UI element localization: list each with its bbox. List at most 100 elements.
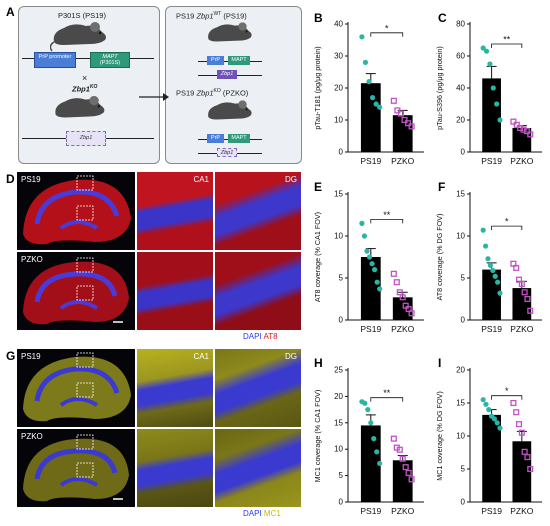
x-tick-label: PZKO xyxy=(391,324,415,334)
row-label-pzko: PZKO xyxy=(21,255,43,264)
y-tick-label: 15 xyxy=(334,190,343,199)
data-point-ps19 xyxy=(369,95,376,101)
significance-label: ** xyxy=(383,210,391,220)
x-tick-label: PZKO xyxy=(510,324,534,334)
chart-e-at8-ca1: AT8 coverage (% CA1 FOV) 0 5 10 15 PS19 PZKO ** xyxy=(313,190,424,334)
significance-label: * xyxy=(385,23,389,33)
micrograph-d-pzko-ca1 xyxy=(137,252,213,330)
micrograph-d-pzko-overview: PZKO xyxy=(17,252,135,330)
x-tick-label: PZKO xyxy=(391,156,415,166)
mouse-icon xyxy=(208,22,252,42)
y-tick-label: 10 xyxy=(456,232,465,241)
micrograph-g-ps19-ca1: CA1 xyxy=(137,349,213,427)
x-tick-label: PZKO xyxy=(510,506,534,516)
y-tick-label: 80 xyxy=(456,20,465,29)
mapt-box: MAPT xyxy=(228,56,250,65)
micrograph-g-ps19-overview: PS19 xyxy=(17,349,135,427)
panel-label-a: A xyxy=(6,5,15,19)
data-point-pzko xyxy=(513,264,520,271)
panel-label-h: H xyxy=(314,356,323,370)
y-tick-label: 5 xyxy=(461,274,466,283)
y-tick-label: 20 xyxy=(334,84,343,93)
y-tick-label: 40 xyxy=(456,84,465,93)
data-point-pzko xyxy=(520,126,527,133)
x-tick-label: PZKO xyxy=(391,506,415,516)
data-point-pzko xyxy=(390,270,397,277)
zbp1-ko-label: Zbp1KO xyxy=(72,84,98,94)
data-point-ps19 xyxy=(497,290,503,296)
micrograph-d-ps19-overview: PS19 xyxy=(17,172,135,250)
data-point-pzko xyxy=(405,469,412,477)
x-tick-label: PS19 xyxy=(481,506,502,516)
significance-bracket xyxy=(370,32,404,37)
panel-label-e: E xyxy=(314,180,323,194)
y-tick-label: 10 xyxy=(334,445,343,454)
chart-h-mc1-ca1: MC1 coverage (% CA1 FOV) 0 5 10 15 20 25 PS19 PZ… xyxy=(313,366,424,516)
y-tick-label: 15 xyxy=(334,418,343,427)
data-point-ps19 xyxy=(361,233,368,239)
micrograph-g-ps19-dg: DG xyxy=(215,349,301,427)
prp-promoter-box: PrP promoter xyxy=(34,52,76,68)
y-tick-label: 10 xyxy=(334,232,343,241)
data-point-ps19 xyxy=(372,267,378,273)
data-point-pzko xyxy=(396,446,403,453)
col-label-dg: DG xyxy=(285,352,297,361)
y-tick-label: 0 xyxy=(461,148,466,157)
data-point-pzko xyxy=(527,131,534,138)
bar-pzko xyxy=(512,441,532,502)
data-point-ps19 xyxy=(485,256,491,262)
data-point-pzko xyxy=(513,409,520,416)
y-tick-label: 5 xyxy=(339,274,344,283)
x-tick-label: PS19 xyxy=(360,156,381,166)
data-point-pzko xyxy=(399,294,406,301)
chart-i-mc1-dg: MC1 coverage (% DG FOV) 0 5 10 15 20 PS19 PZKO * xyxy=(435,366,542,516)
y-axis-label: AT8 coverage (% CA1 FOV) xyxy=(313,212,322,302)
significance-bracket xyxy=(491,395,523,400)
micrograph-d-pzko-dg xyxy=(215,252,301,330)
cross-sign: × xyxy=(82,73,88,83)
significance-bracket xyxy=(491,225,523,231)
data-point-ps19 xyxy=(480,397,486,403)
y-tick-label: 60 xyxy=(456,52,465,61)
data-point-ps19 xyxy=(377,460,383,467)
data-point-pzko xyxy=(510,118,517,125)
zbp1-deleted-box: Zbp1 xyxy=(217,148,237,157)
bar-ps19 xyxy=(360,83,381,152)
micrograph-g-pzko-ca1 xyxy=(137,429,213,507)
significance-bracket xyxy=(491,43,523,48)
data-point-pzko xyxy=(510,399,517,407)
data-point-pzko xyxy=(513,121,520,128)
data-point-pzko xyxy=(518,280,525,287)
zbp1-deleted-box: Zbp1 xyxy=(66,131,106,146)
data-point-ps19 xyxy=(497,425,503,431)
prp-box: PrP xyxy=(207,134,224,143)
data-point-ps19 xyxy=(371,436,377,442)
y-tick-label: 25 xyxy=(334,366,343,375)
col-label-dg: DG xyxy=(285,175,297,184)
y-tick-label: 0 xyxy=(339,148,344,157)
y-axis-label: AT8 coverage (% DG FOV) xyxy=(435,214,444,301)
data-point-ps19 xyxy=(366,254,373,260)
row-label-ps19: PS19 xyxy=(21,352,41,361)
data-point-ps19 xyxy=(492,273,498,279)
mouse-icon xyxy=(55,95,105,118)
data-point-ps19 xyxy=(490,85,496,91)
data-point-ps19 xyxy=(494,101,500,107)
mapt-box: MAPT (P301S) xyxy=(90,52,130,68)
data-point-pzko xyxy=(524,454,531,461)
data-point-ps19 xyxy=(486,407,492,413)
panel-label-b: B xyxy=(314,11,323,25)
data-point-ps19 xyxy=(374,279,380,285)
data-point-ps19 xyxy=(483,48,490,54)
chart-b-ptau-t181: pTau-T181 (pg/μg protein) 0 10 20 30 40 PS19 PZ… xyxy=(313,20,424,166)
data-point-pzko xyxy=(394,107,401,114)
panel-label-f: F xyxy=(438,180,446,194)
data-point-ps19 xyxy=(497,117,503,123)
y-axis-label: MC1 coverage (% DG FOV) xyxy=(435,391,444,480)
data-point-ps19 xyxy=(490,267,496,274)
data-point-pzko xyxy=(408,310,415,317)
y-axis-label: pTau-T181 (pg/μg protein) xyxy=(313,46,322,129)
data-point-ps19 xyxy=(494,420,500,426)
panel-label-d: D xyxy=(6,172,15,186)
micrograph-d-ps19-ca1: CA1 xyxy=(137,172,213,250)
